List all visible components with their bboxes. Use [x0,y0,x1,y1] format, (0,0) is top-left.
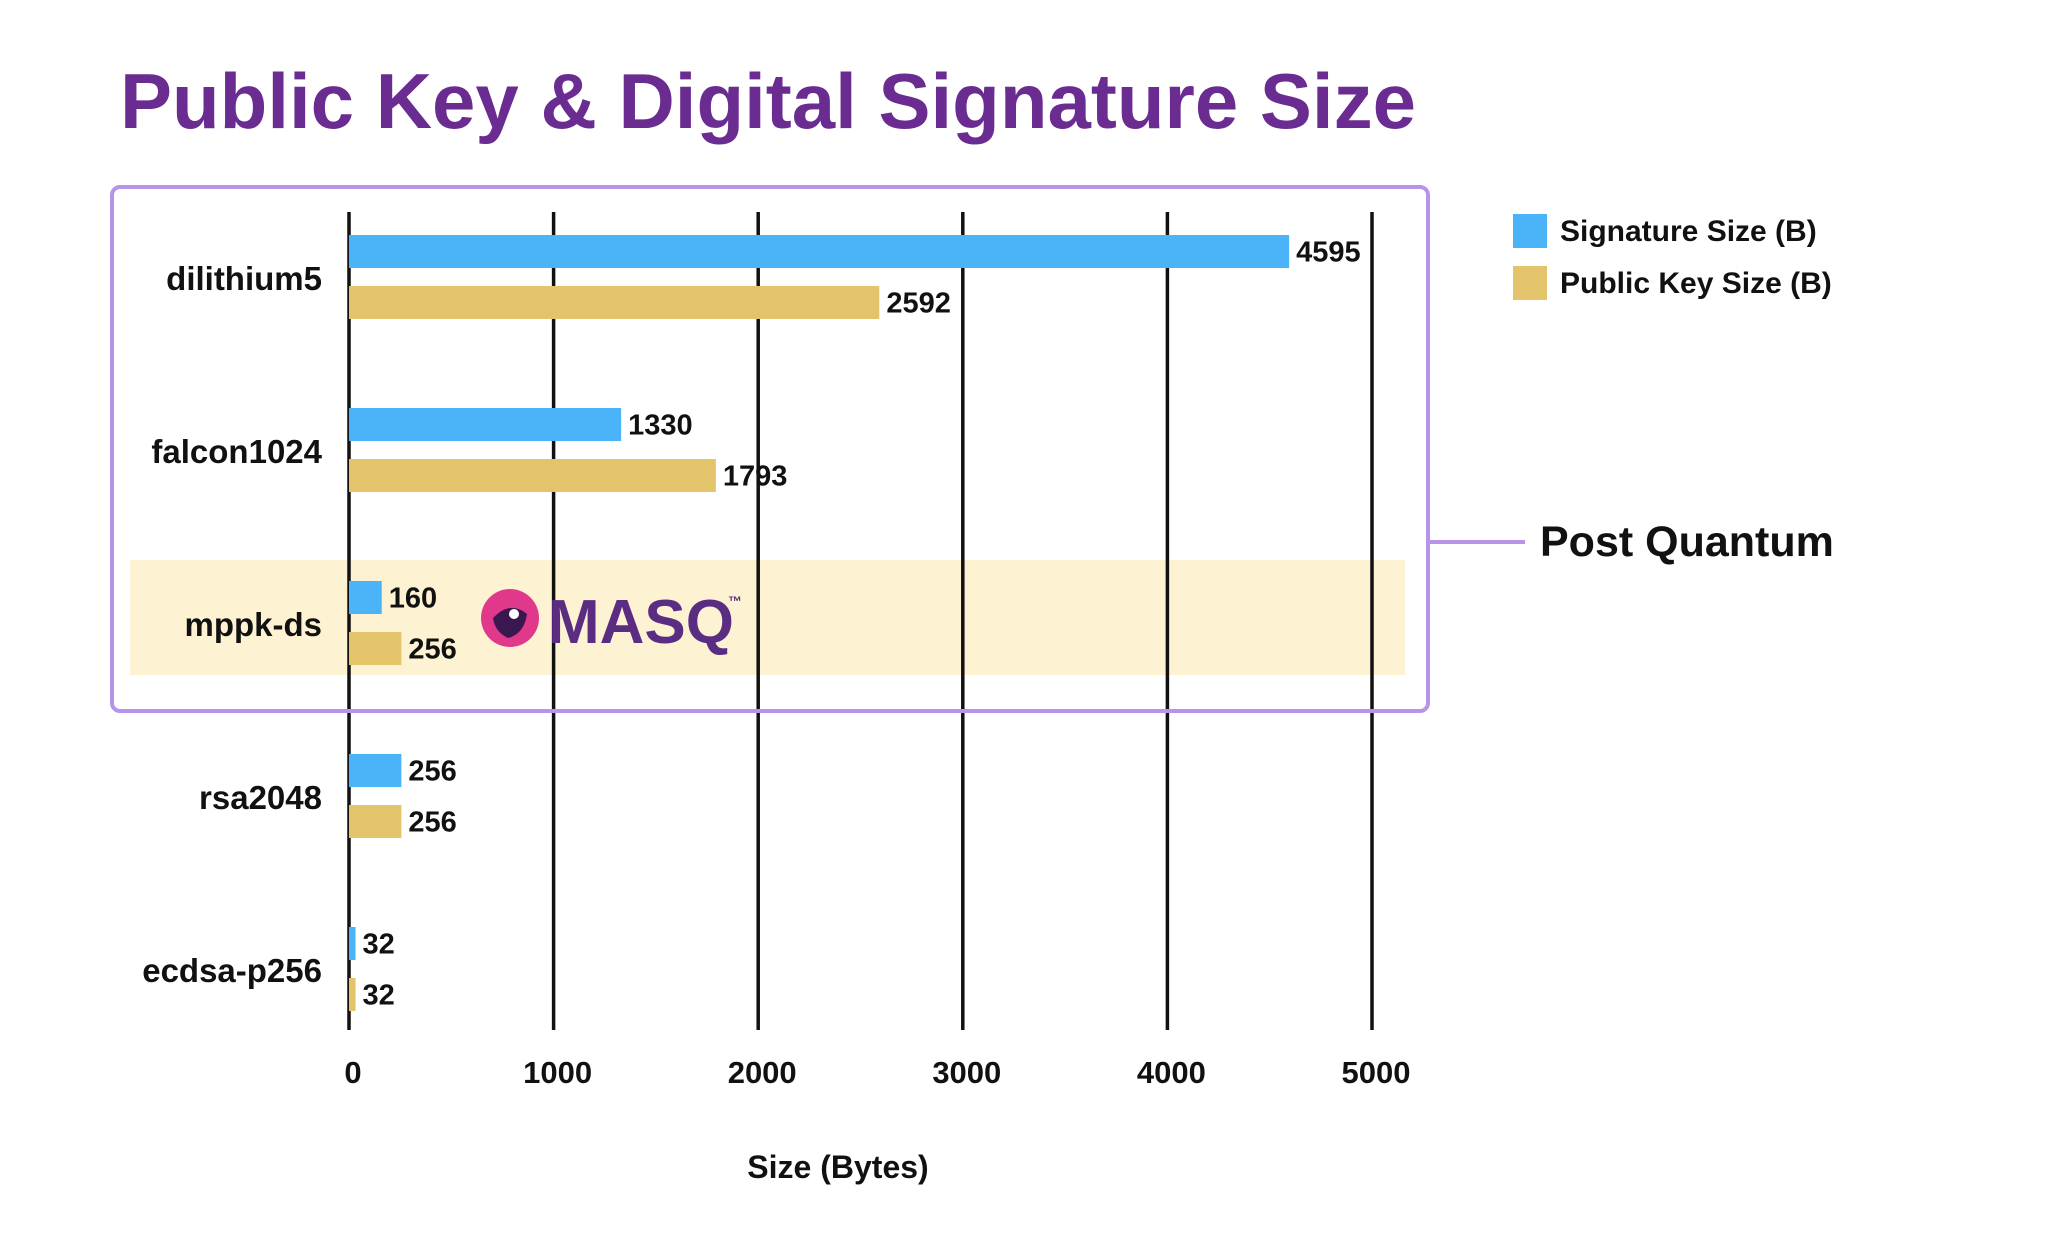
data-label: 256 [408,756,456,788]
category-label-ecdsa-p256: ecdsa-p256 [142,952,322,989]
x-tick-label: 2000 [728,1055,797,1090]
value-labels: 4595 2592 1330 1793 160 256 256 256 32 32 [363,237,1361,1012]
data-label: 2592 [886,288,951,320]
x-axis-title: Size (Bytes) [747,1149,928,1185]
category-label-mppk-ds: mppk-ds [184,606,322,643]
legend-label-0: Signature Size (B) [1560,215,1817,248]
category-label-rsa2048: rsa2048 [199,779,322,816]
category-labels: dilithium5 falcon1024 mppk-ds rsa2048 ecdsa-… [142,260,322,989]
bar-falcon1024-public-key [349,459,716,492]
post-quantum-bracket [110,185,1430,713]
data-label: 32 [363,929,395,961]
bar-rsa2048-public-key [349,805,402,838]
data-label: 256 [408,634,456,666]
bar-mppk-ds-public-key [349,632,402,665]
bar-ecdsa-p256-public-key [349,978,356,1011]
legend: Signature Size (B) Public Key Size (B) [1513,214,1832,300]
tick-labels: 0 1000 2000 3000 4000 5000 [344,1055,1410,1090]
data-label: 4595 [1296,237,1361,269]
masq-logo-wordmark: MASQ [548,588,734,657]
category-label-falcon1024: falcon1024 [151,433,322,470]
bars [349,235,1290,1011]
masq-logo-mask-eye [509,609,519,619]
x-tick-label: 3000 [932,1055,1001,1090]
category-label-dilithium5: dilithium5 [166,260,322,297]
masq-logo-trademark: ™ [728,593,742,609]
legend-label-1: Public Key Size (B) [1560,267,1832,300]
legend-swatch-1 [1513,266,1547,300]
bar-dilithium5-signature [349,235,1290,268]
gridlines [347,212,1374,1030]
highlight-band [130,560,1405,675]
x-tick-label: 0 [344,1055,361,1090]
x-tick-label: 1000 [523,1055,592,1090]
bar-dilithium5-public-key [349,286,880,319]
bar-rsa2048-signature [349,754,402,787]
data-label: 256 [408,807,456,839]
data-label: 1330 [628,410,693,442]
legend-swatch-0 [1513,214,1547,248]
x-tick-label: 4000 [1137,1055,1206,1090]
bar-falcon1024-signature [349,408,622,441]
data-label: 160 [389,583,437,615]
bar-mppk-ds-signature [349,581,382,614]
x-tick-label: 5000 [1342,1055,1411,1090]
bar-ecdsa-p256-signature [349,927,356,960]
masq-logo: MASQ ™ [481,588,742,657]
data-label: 32 [363,980,395,1012]
post-quantum-label: Post Quantum [1540,518,1834,566]
chart-title: Public Key & Digital Signature Size [120,57,1416,145]
data-label: 1793 [723,461,788,493]
